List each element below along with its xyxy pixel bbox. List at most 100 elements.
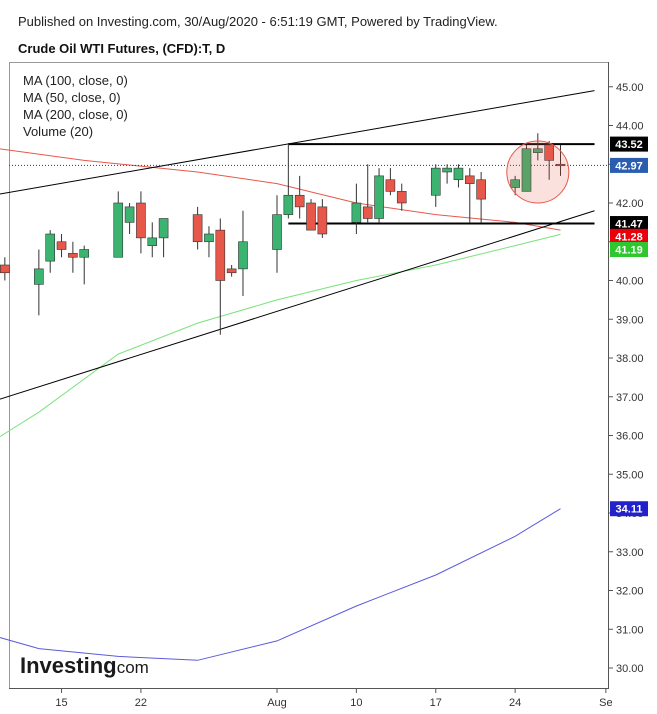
candle-body-down	[226, 268, 237, 274]
y-tick-label: 35.00	[616, 469, 644, 481]
x-tick-label: 15	[55, 697, 67, 709]
candle-body-up	[45, 233, 56, 262]
candle	[544, 141, 554, 180]
candle-body-down	[385, 179, 396, 192]
candle-body-up	[238, 241, 248, 270]
candle-body-down	[555, 163, 566, 167]
candle-body-up	[351, 202, 362, 223]
candle	[464, 168, 475, 223]
candle	[396, 183, 407, 211]
candle-body-up	[79, 249, 90, 258]
moving-averages	[0, 148, 561, 661]
candle-body-down	[192, 214, 203, 243]
y-tick-label: 32.00	[616, 586, 644, 598]
price-tag-label: 41.19	[615, 245, 643, 257]
candle	[533, 133, 543, 161]
trendlines	[0, 90, 609, 400]
logo-text: Investing	[20, 653, 117, 678]
ma100-line	[0, 148, 561, 231]
candle-body-down	[0, 264, 10, 274]
price-tag-label: 41.47	[615, 219, 643, 231]
candle	[306, 199, 316, 231]
published-note: Published on Investing.com, 30/Aug/2020 …	[18, 14, 498, 29]
highlight-layer	[506, 140, 570, 204]
candle	[226, 265, 237, 277]
y-tick-label: 42.00	[616, 198, 644, 210]
y-tick-label: 45.00	[616, 82, 644, 94]
channel-top-line	[0, 90, 595, 195]
candle	[192, 206, 203, 250]
candle	[521, 144, 532, 192]
logo-suffix: .com	[112, 658, 149, 677]
price-tag: 41.19	[610, 242, 648, 257]
x-axis-ticks: 15 22 Aug 10 17 24 Se	[55, 689, 613, 709]
candlesticks	[0, 133, 566, 335]
candle	[0, 257, 10, 281]
candle-body-up	[113, 202, 124, 258]
price-tag: 43.52	[610, 136, 648, 152]
candle-body-down	[476, 179, 486, 200]
legend-volume: Volume (20)	[23, 124, 94, 139]
candle-body-up	[34, 268, 44, 285]
y-tick-label: 39.00	[616, 314, 644, 326]
y-tick-label: 40.00	[616, 276, 644, 288]
candle	[113, 191, 124, 258]
investing-logo: Investing .com	[20, 653, 149, 678]
candle-body-up	[124, 206, 135, 223]
price-tag: 41.28	[610, 228, 648, 244]
channel-bottom-line	[0, 210, 595, 400]
y-tick-label: 36.00	[616, 431, 644, 443]
legend-ma50: MA (50, close, 0)	[23, 90, 121, 105]
price-tag-label: 41.28	[615, 231, 643, 243]
candle	[215, 218, 226, 335]
candle-body-up	[283, 194, 294, 215]
candle	[56, 234, 67, 258]
ma200-line	[0, 508, 561, 661]
candle-body-up	[158, 218, 169, 239]
candle	[442, 164, 452, 184]
candle-body-up	[147, 237, 158, 246]
highlight-circle	[506, 140, 570, 204]
y-tick-label: 44.00	[616, 121, 644, 133]
candle	[385, 168, 396, 196]
candle	[294, 175, 305, 219]
candle-body-up	[430, 167, 441, 196]
candle-body-down	[464, 175, 475, 184]
ma50-line	[0, 233, 561, 438]
chart-title: Crude Oil WTI Futures, (CFD):T, D	[18, 41, 226, 56]
candle-body-up	[272, 214, 282, 250]
candle	[147, 222, 158, 258]
candle-body-down	[215, 229, 226, 281]
x-tick-label: 10	[350, 697, 362, 709]
candle-body-up	[204, 233, 214, 243]
candle	[351, 183, 362, 234]
x-tick-label: 17	[430, 697, 442, 709]
price-tag-box	[610, 157, 648, 173]
candle	[136, 191, 146, 254]
candle	[158, 218, 169, 258]
price-tag-label: 42.97	[615, 160, 643, 172]
x-tick-label: Se	[599, 697, 612, 709]
candle	[453, 164, 464, 188]
candle	[510, 175, 520, 196]
candle-body-up	[374, 175, 384, 219]
candle-body-up	[453, 167, 464, 181]
candle-body-up	[510, 179, 520, 188]
candle	[476, 172, 486, 223]
y-tick-label: 31.00	[616, 624, 644, 636]
price-tag-label: 34.11	[616, 504, 643, 516]
y-tick-label: 38.00	[616, 353, 644, 365]
candle	[79, 245, 90, 285]
candle-body-down	[317, 206, 328, 235]
price-tag-box	[610, 216, 648, 232]
candle-body-down	[56, 241, 67, 250]
price-tag: 41.47	[610, 216, 648, 232]
candle-body-down	[68, 253, 78, 258]
candle	[272, 195, 282, 273]
candle	[374, 168, 384, 223]
candle	[124, 203, 135, 234]
candle-body-down	[136, 202, 146, 239]
